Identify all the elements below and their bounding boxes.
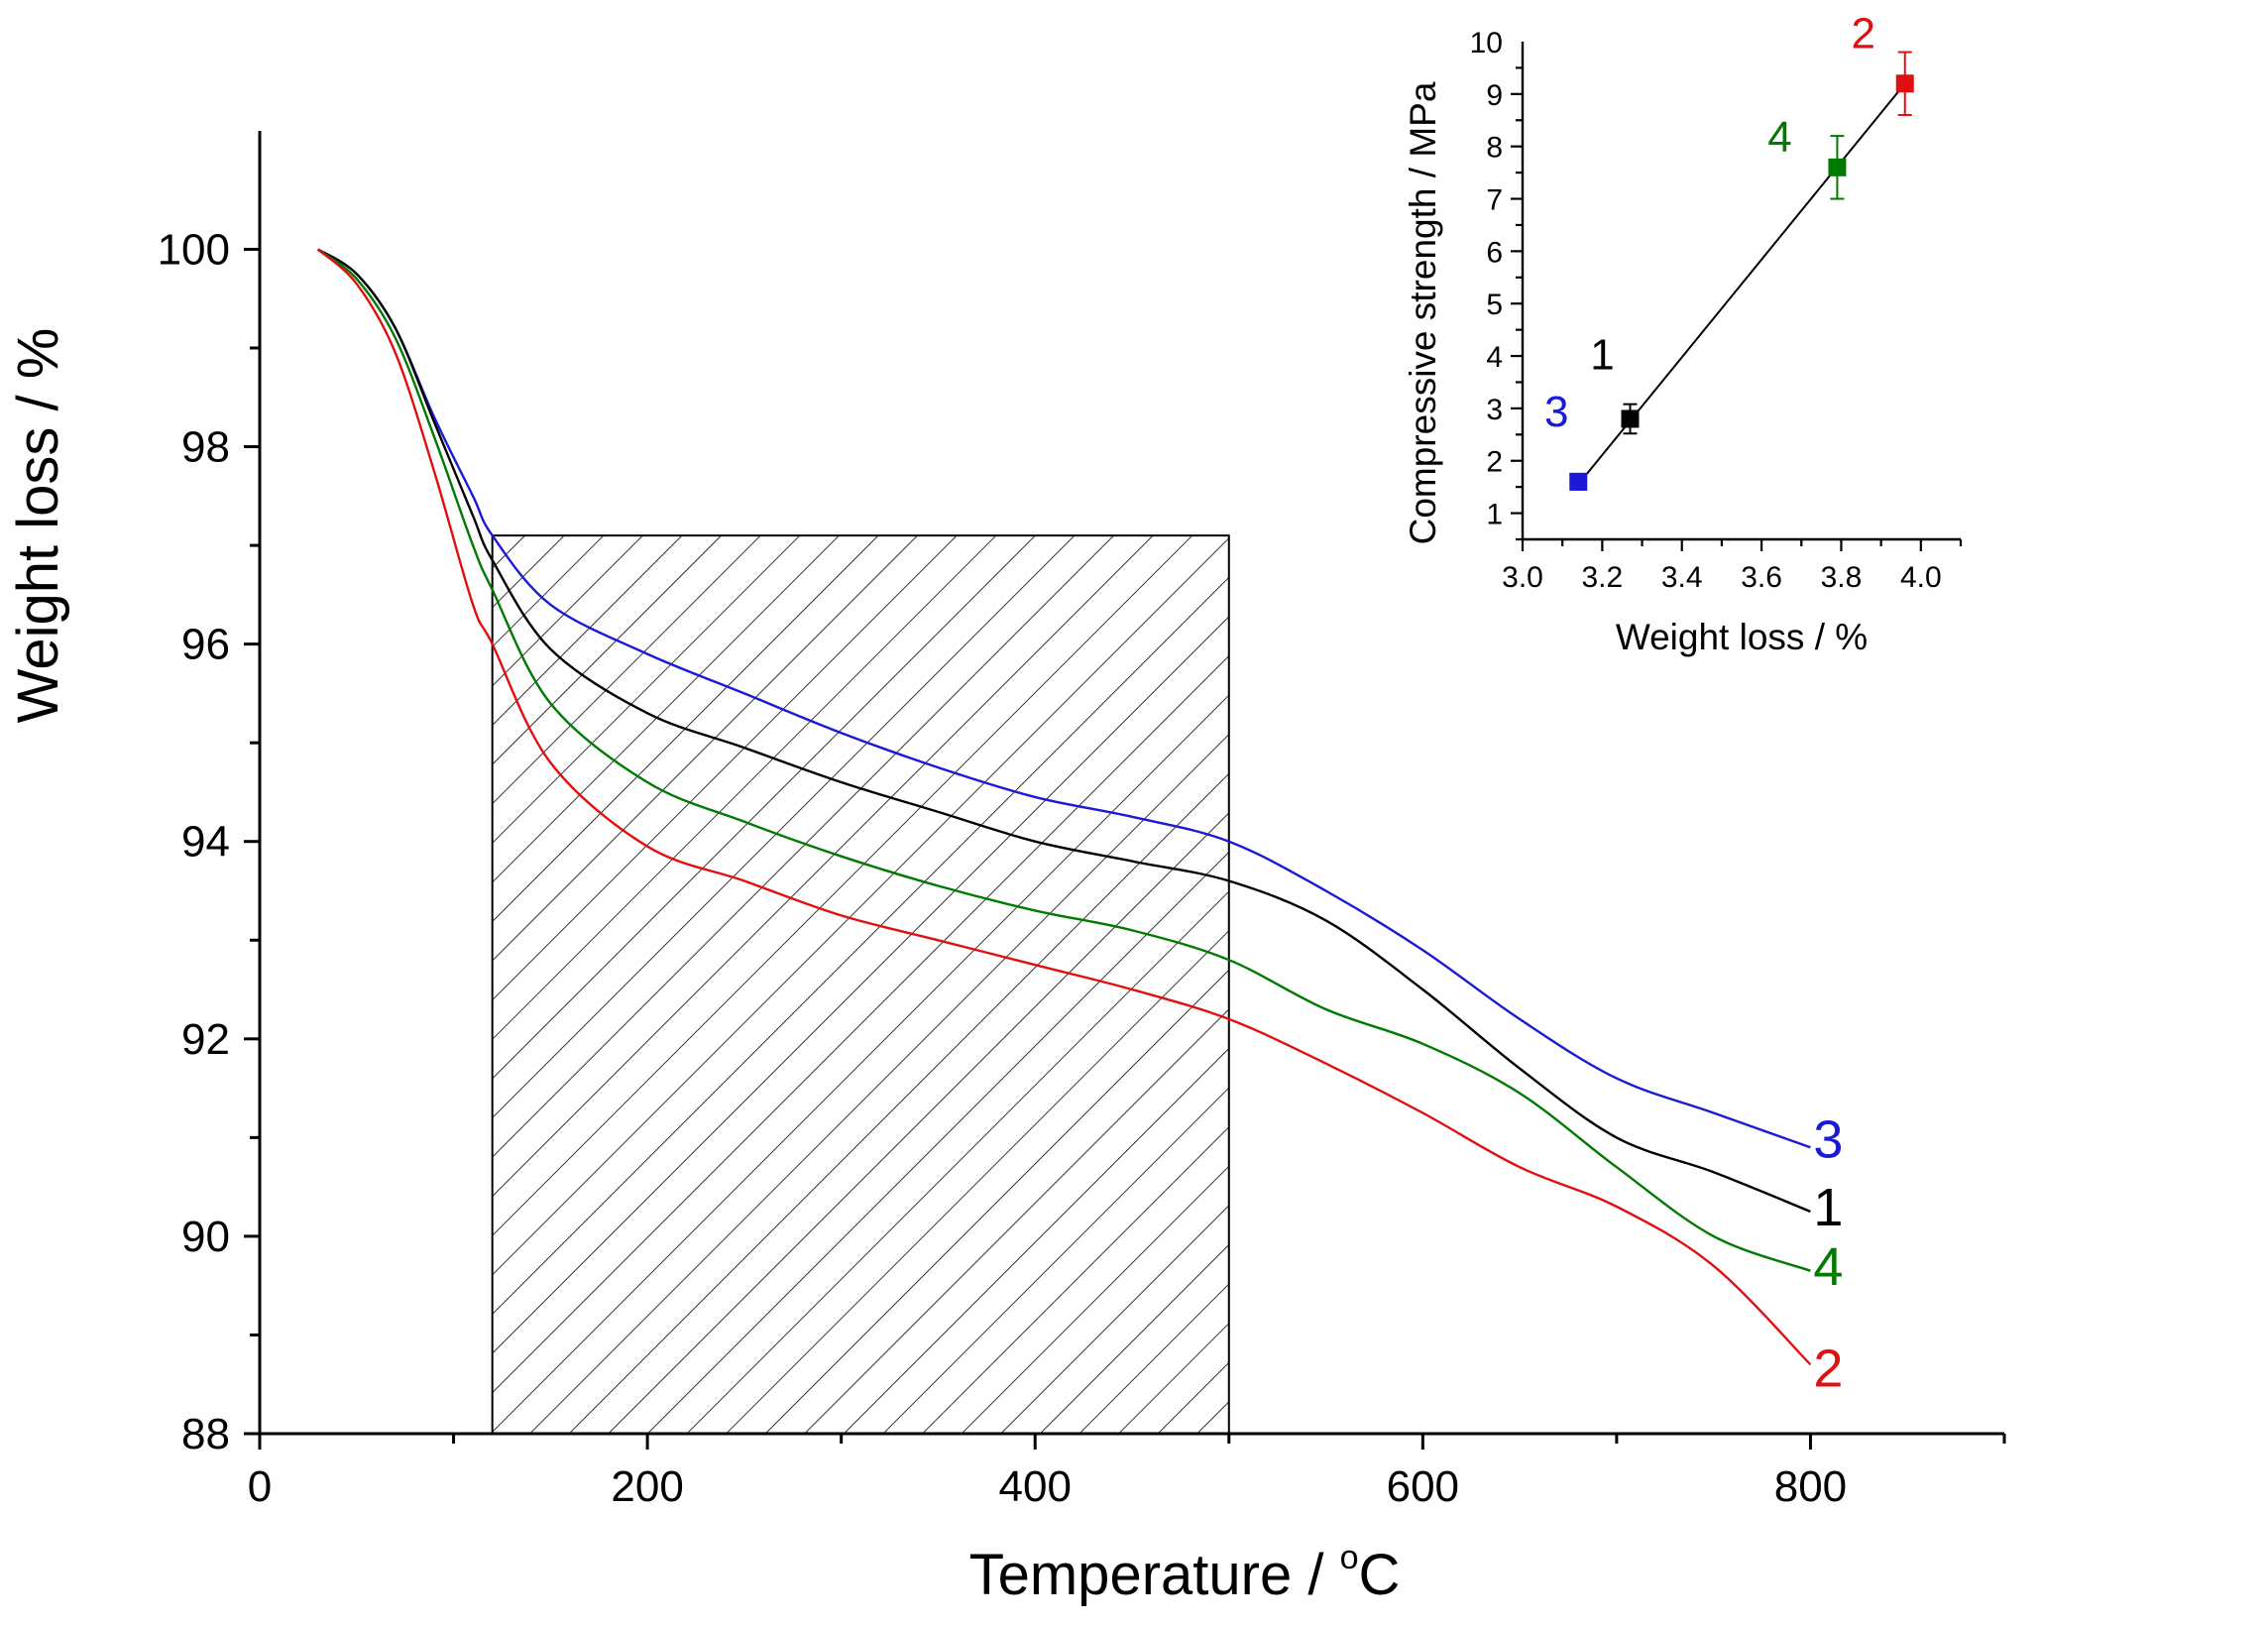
inset-point-4	[1828, 158, 1847, 176]
main-y-tick-label: 88	[181, 1410, 230, 1458]
main-x-axis-label-sup: o	[1340, 1539, 1359, 1576]
inset-y-tick-label: 10	[1470, 27, 1503, 59]
inset-y-tick-label: 7	[1486, 184, 1503, 217]
series-line-4	[316, 248, 1811, 1272]
inset-point-2	[1895, 74, 1914, 93]
hatched-temperature-region	[491, 534, 1230, 1435]
main-x-axis-label-text: Temperature /	[969, 1543, 1340, 1607]
inset-x-tick-label: 3.0	[1502, 561, 1543, 594]
main-y-axis-label: Weight loss / %	[6, 328, 70, 724]
inset-x-tick-label: 3.4	[1661, 561, 1703, 594]
main-x-axis-label: Temperature / oC	[969, 1539, 1401, 1607]
inset-x-tick-label: 3.8	[1821, 561, 1863, 594]
main-x-tick-label: 800	[1774, 1462, 1847, 1511]
inset-points: 31 4 2	[1544, 9, 1914, 491]
inset-y-tick-label: 2	[1486, 446, 1503, 479]
inset-axes	[1521, 42, 1961, 541]
series-label-3: 3	[1813, 1109, 1843, 1169]
main-series-group	[316, 248, 1812, 1366]
main-series-labels: 3 14 2	[1813, 1109, 1843, 1398]
inset-x-tick-label: 3.2	[1582, 561, 1624, 594]
main-x-tick-label: 400	[999, 1462, 1072, 1511]
main-y-tick-label: 100	[158, 225, 230, 274]
main-ticks: 0 200 400 600 800 88 90 92 94 96 98 100	[158, 225, 2006, 1511]
series-label-2: 2	[1813, 1338, 1843, 1398]
inset-y-tick-label: 6	[1486, 236, 1503, 269]
inset-y-axis-label: Compressive strength / MPa	[1403, 81, 1443, 544]
main-y-tick-label: 92	[181, 1015, 230, 1064]
main-y-tick-label: 94	[181, 818, 230, 867]
series-label-1: 1	[1813, 1178, 1843, 1237]
series-line-1	[317, 248, 1811, 1214]
inset-y-tick-label: 3	[1486, 394, 1503, 426]
inset-y-tick-label: 4	[1486, 341, 1503, 374]
series-line-3	[317, 248, 1811, 1149]
inset-x-tick-label: 3.6	[1741, 561, 1782, 594]
main-x-tick-label: 200	[611, 1462, 683, 1511]
main-x-tick-label: 600	[1387, 1462, 1459, 1511]
inset-point-3	[1569, 472, 1588, 491]
series-label-4: 4	[1813, 1237, 1843, 1297]
inset-x-tick-label: 4.0	[1900, 561, 1942, 594]
inset-y-tick-label: 8	[1486, 132, 1503, 165]
inset-y-tick-label: 1	[1486, 499, 1503, 531]
inset-y-tick-label: 5	[1486, 289, 1503, 321]
main-y-tick-label: 98	[181, 423, 230, 472]
inset-point-1	[1621, 409, 1640, 428]
inset-ticks: 3.0 3.2 3.4 3.6 3.8 4.0 1 2 3 4 5 6 7 8 9 10	[1470, 27, 1963, 594]
inset-y-tick-label: 9	[1486, 79, 1503, 112]
series-line-2	[316, 248, 1812, 1366]
inset-point-label-1: 1	[1590, 330, 1614, 379]
main-y-tick-label: 96	[181, 621, 230, 669]
inset-point-label-2: 2	[1852, 9, 1875, 58]
inset-point-label-4: 4	[1767, 113, 1791, 162]
main-y-tick-label: 90	[181, 1213, 230, 1261]
inset-x-axis-label: Weight loss / %	[1616, 617, 1868, 657]
inset-point-label-3: 3	[1544, 388, 1568, 436]
main-x-axis-label-unit: C	[1358, 1543, 1400, 1607]
main-x-tick-label: 0	[248, 1462, 272, 1511]
